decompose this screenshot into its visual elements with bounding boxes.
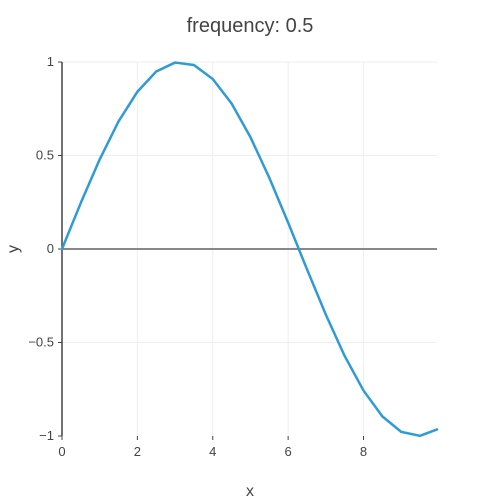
y-tick-label: −0.5: [28, 335, 54, 350]
y-tick-label: 0.5: [36, 148, 54, 163]
y-tick-label: 1: [47, 54, 54, 69]
series-group: [60, 61, 439, 438]
x-tick-label: 6: [285, 444, 292, 459]
x-axis-label: x: [246, 483, 254, 500]
axes: [58, 61, 437, 440]
series-line: [60, 61, 439, 438]
x-tick-label: 2: [134, 444, 141, 459]
y-tick-label: 0: [47, 241, 54, 256]
chart-title: frequency: 0.5: [187, 15, 314, 37]
x-tick-label: 4: [209, 444, 216, 459]
x-tick-label: 8: [360, 444, 367, 459]
y-axis-label: y: [5, 245, 22, 253]
x-tick-label: 0: [58, 444, 65, 459]
tick-labels: 0 2 4 6 8 1 0.5 0 −0.5 −1: [28, 54, 367, 459]
y-tick-label: −1: [39, 428, 54, 443]
